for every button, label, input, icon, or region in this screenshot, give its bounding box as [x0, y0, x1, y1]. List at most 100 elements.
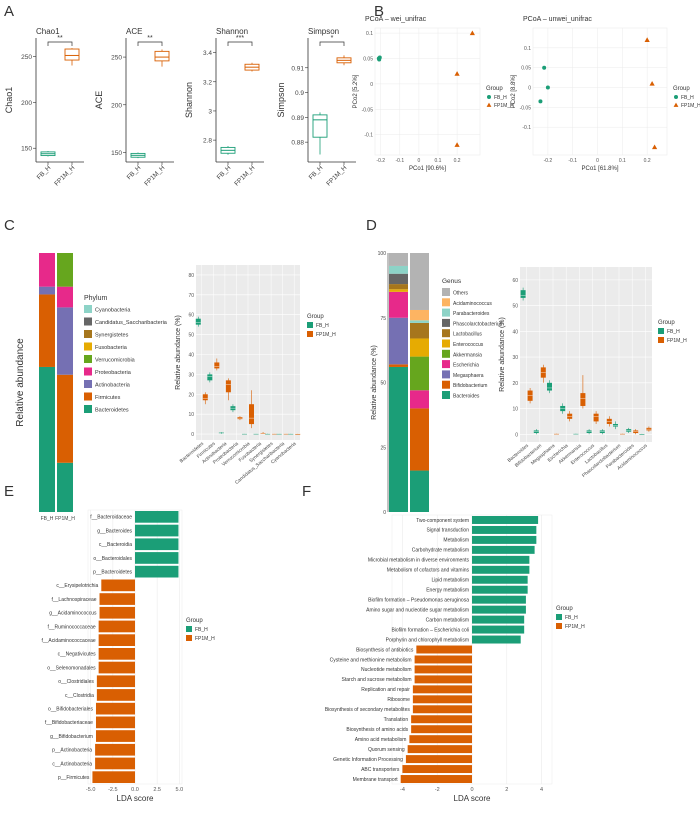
stacked-legend-key: [442, 298, 450, 307]
lda-bar: [99, 593, 135, 605]
alpha-plot-title: Simpson: [308, 27, 339, 36]
panel-label-b: B: [374, 3, 384, 20]
lda-bar-label: f__Acidaminococcaceae: [41, 638, 95, 644]
box-y-tick-label: 10: [188, 412, 194, 418]
stacked-legend-key: [84, 305, 92, 313]
box-body: [283, 433, 289, 435]
group-legend-title: Group: [658, 320, 675, 326]
stacked-segment: [39, 286, 55, 295]
lda-bar-label: Signal transduction: [426, 528, 469, 534]
stacked-legend-label: Candidatus_Saccharibacteria: [95, 320, 168, 326]
stacked-legend-key: [442, 288, 450, 296]
stacked-x-tick-label: FP1M_H: [55, 516, 75, 522]
pcoa-point-fp: [454, 71, 460, 76]
panel-label-f: F: [302, 483, 311, 500]
lda-bar: [409, 735, 472, 744]
lda-bar-label: ABC transporters: [361, 767, 400, 773]
lda-bar-label: Quorum sensing: [368, 747, 405, 753]
box-body: [580, 393, 586, 406]
lda-bar: [95, 730, 135, 742]
lda-bar-label: Nucleotide metabolism: [361, 667, 412, 673]
stacked-segment: [410, 470, 429, 512]
group-legend-key-fb: [186, 626, 192, 632]
stacked-y-tick-label: 50: [380, 381, 386, 387]
lda-bar-label: Biofilm formation – Escherichia coli: [391, 627, 469, 633]
pcoa-point-fp: [469, 30, 475, 36]
stacked-legend-key: [84, 367, 92, 376]
lda-x-label: LDA score: [454, 794, 491, 803]
box-body: [195, 318, 201, 325]
box-y-tick-label: 70: [188, 293, 194, 299]
lda-bar-label: Replication and repair: [361, 687, 410, 693]
lda-bar-label: Two-component system: [416, 518, 469, 524]
pcoa-panel: [374, 27, 481, 156]
significance-bracket: [319, 41, 345, 46]
alpha-x-tick-label: FB_H: [126, 164, 143, 181]
lda-bar: [414, 675, 472, 684]
lda-bar: [472, 615, 525, 624]
pcoa-y-tick-label: 0: [528, 86, 531, 92]
pcoa-y-tick-label: -0.1: [364, 133, 373, 139]
panel-label-c: C: [4, 217, 15, 234]
stacked-legend-key: [442, 318, 450, 327]
lda-bar-label: Biosynthesis of antibiotics: [356, 647, 414, 653]
group-legend-key-fb: [556, 614, 562, 620]
significance-bracket: [47, 41, 73, 46]
stacked-segment: [57, 374, 73, 463]
stacked-y-tick-label: 100: [378, 251, 387, 257]
lda-bar: [400, 775, 472, 783]
lda-bar-label: p__Actinobacteria: [52, 748, 92, 754]
pcoa-y-tick-label: 0.1: [366, 31, 373, 37]
lda-bar-label: c__Bacteroidia: [99, 542, 132, 548]
significance-label: **: [57, 35, 63, 42]
stacked-legend-key: [442, 349, 450, 358]
pcoa-legend-key-fb: [487, 95, 491, 99]
box-body: [225, 380, 231, 393]
box-y-tick-label: 0: [191, 432, 194, 438]
pcoa-y-label: PCo2 [8.8%]: [511, 74, 517, 108]
lda-bar: [92, 771, 135, 783]
lda-bar: [472, 525, 537, 534]
significance-bracket: [137, 41, 163, 46]
stacked-legend-title: Genus: [442, 278, 462, 285]
stacked-segment: [410, 408, 429, 471]
lda-x-tick-label: 0: [470, 787, 473, 793]
lda-bar: [472, 516, 539, 524]
group-legend-key-fp: [307, 331, 313, 337]
stacked-y-tick-label: 25: [380, 445, 386, 451]
stacked-legend-label: Firmicutes: [95, 395, 121, 401]
lda-bar: [98, 620, 135, 633]
lda-bar: [472, 605, 526, 614]
stacked-segment: [389, 289, 408, 292]
lda-bar-label: Carbon metabolism: [426, 617, 469, 623]
lda-bar-label: c__Clostridia: [65, 693, 94, 699]
group-legend-title: Group: [186, 618, 203, 624]
box-body: [639, 434, 645, 435]
box-body: [202, 394, 208, 401]
box-body: [265, 433, 271, 435]
alpha-x-tick-label: FP1M_H: [53, 164, 76, 187]
pcoa-title: PCoA – wei_unifrac: [365, 16, 427, 23]
stacked-x-tick-label: FB_H: [41, 516, 54, 522]
stacked-legend-label: Others: [453, 291, 469, 297]
alpha-y-tick-label: 0.88: [291, 140, 304, 147]
pcoa-y-tick-label: 0.1: [524, 46, 531, 52]
lda-bar: [472, 575, 528, 584]
lda-bar: [472, 635, 521, 644]
group-legend-key-fb: [658, 328, 664, 334]
box-body: [253, 433, 259, 435]
alpha-y-tick-label: 200: [21, 100, 32, 107]
stacked-segment: [389, 291, 408, 318]
alpha-x-tick-label: FP1M_H: [143, 164, 166, 187]
stacked-legend-key: [84, 342, 92, 351]
significance-label: ***: [236, 35, 244, 42]
lda-bar-label: Energy metabolism: [426, 588, 469, 594]
group-legend-key-fp: [556, 623, 562, 629]
stacked-segment: [389, 317, 408, 365]
lda-bar: [96, 689, 135, 701]
lda-bar-label: Amino sugar and nucleotide sugar metabol…: [366, 607, 469, 613]
pcoa-point-fp: [644, 37, 650, 42]
group-legend-key-fb: [307, 322, 313, 328]
stacked-legend-key: [84, 355, 92, 363]
box-body: [288, 433, 294, 435]
